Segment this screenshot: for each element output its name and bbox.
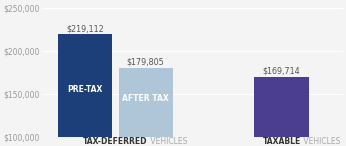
Bar <box>119 68 173 137</box>
Text: TAX-DEFERRED: TAX-DEFERRED <box>83 137 147 146</box>
Text: VEHICLES: VEHICLES <box>301 137 340 146</box>
Text: PRE-TAX: PRE-TAX <box>67 85 102 94</box>
Text: VEHICLES: VEHICLES <box>147 137 187 146</box>
Text: $169,714: $169,714 <box>263 67 300 76</box>
Text: TAXABLE: TAXABLE <box>263 137 301 146</box>
Bar <box>254 77 309 137</box>
Text: AFTER TAX: AFTER TAX <box>122 94 169 103</box>
Bar <box>58 34 112 137</box>
Text: $219,112: $219,112 <box>66 24 104 33</box>
Text: $179,805: $179,805 <box>127 58 165 67</box>
